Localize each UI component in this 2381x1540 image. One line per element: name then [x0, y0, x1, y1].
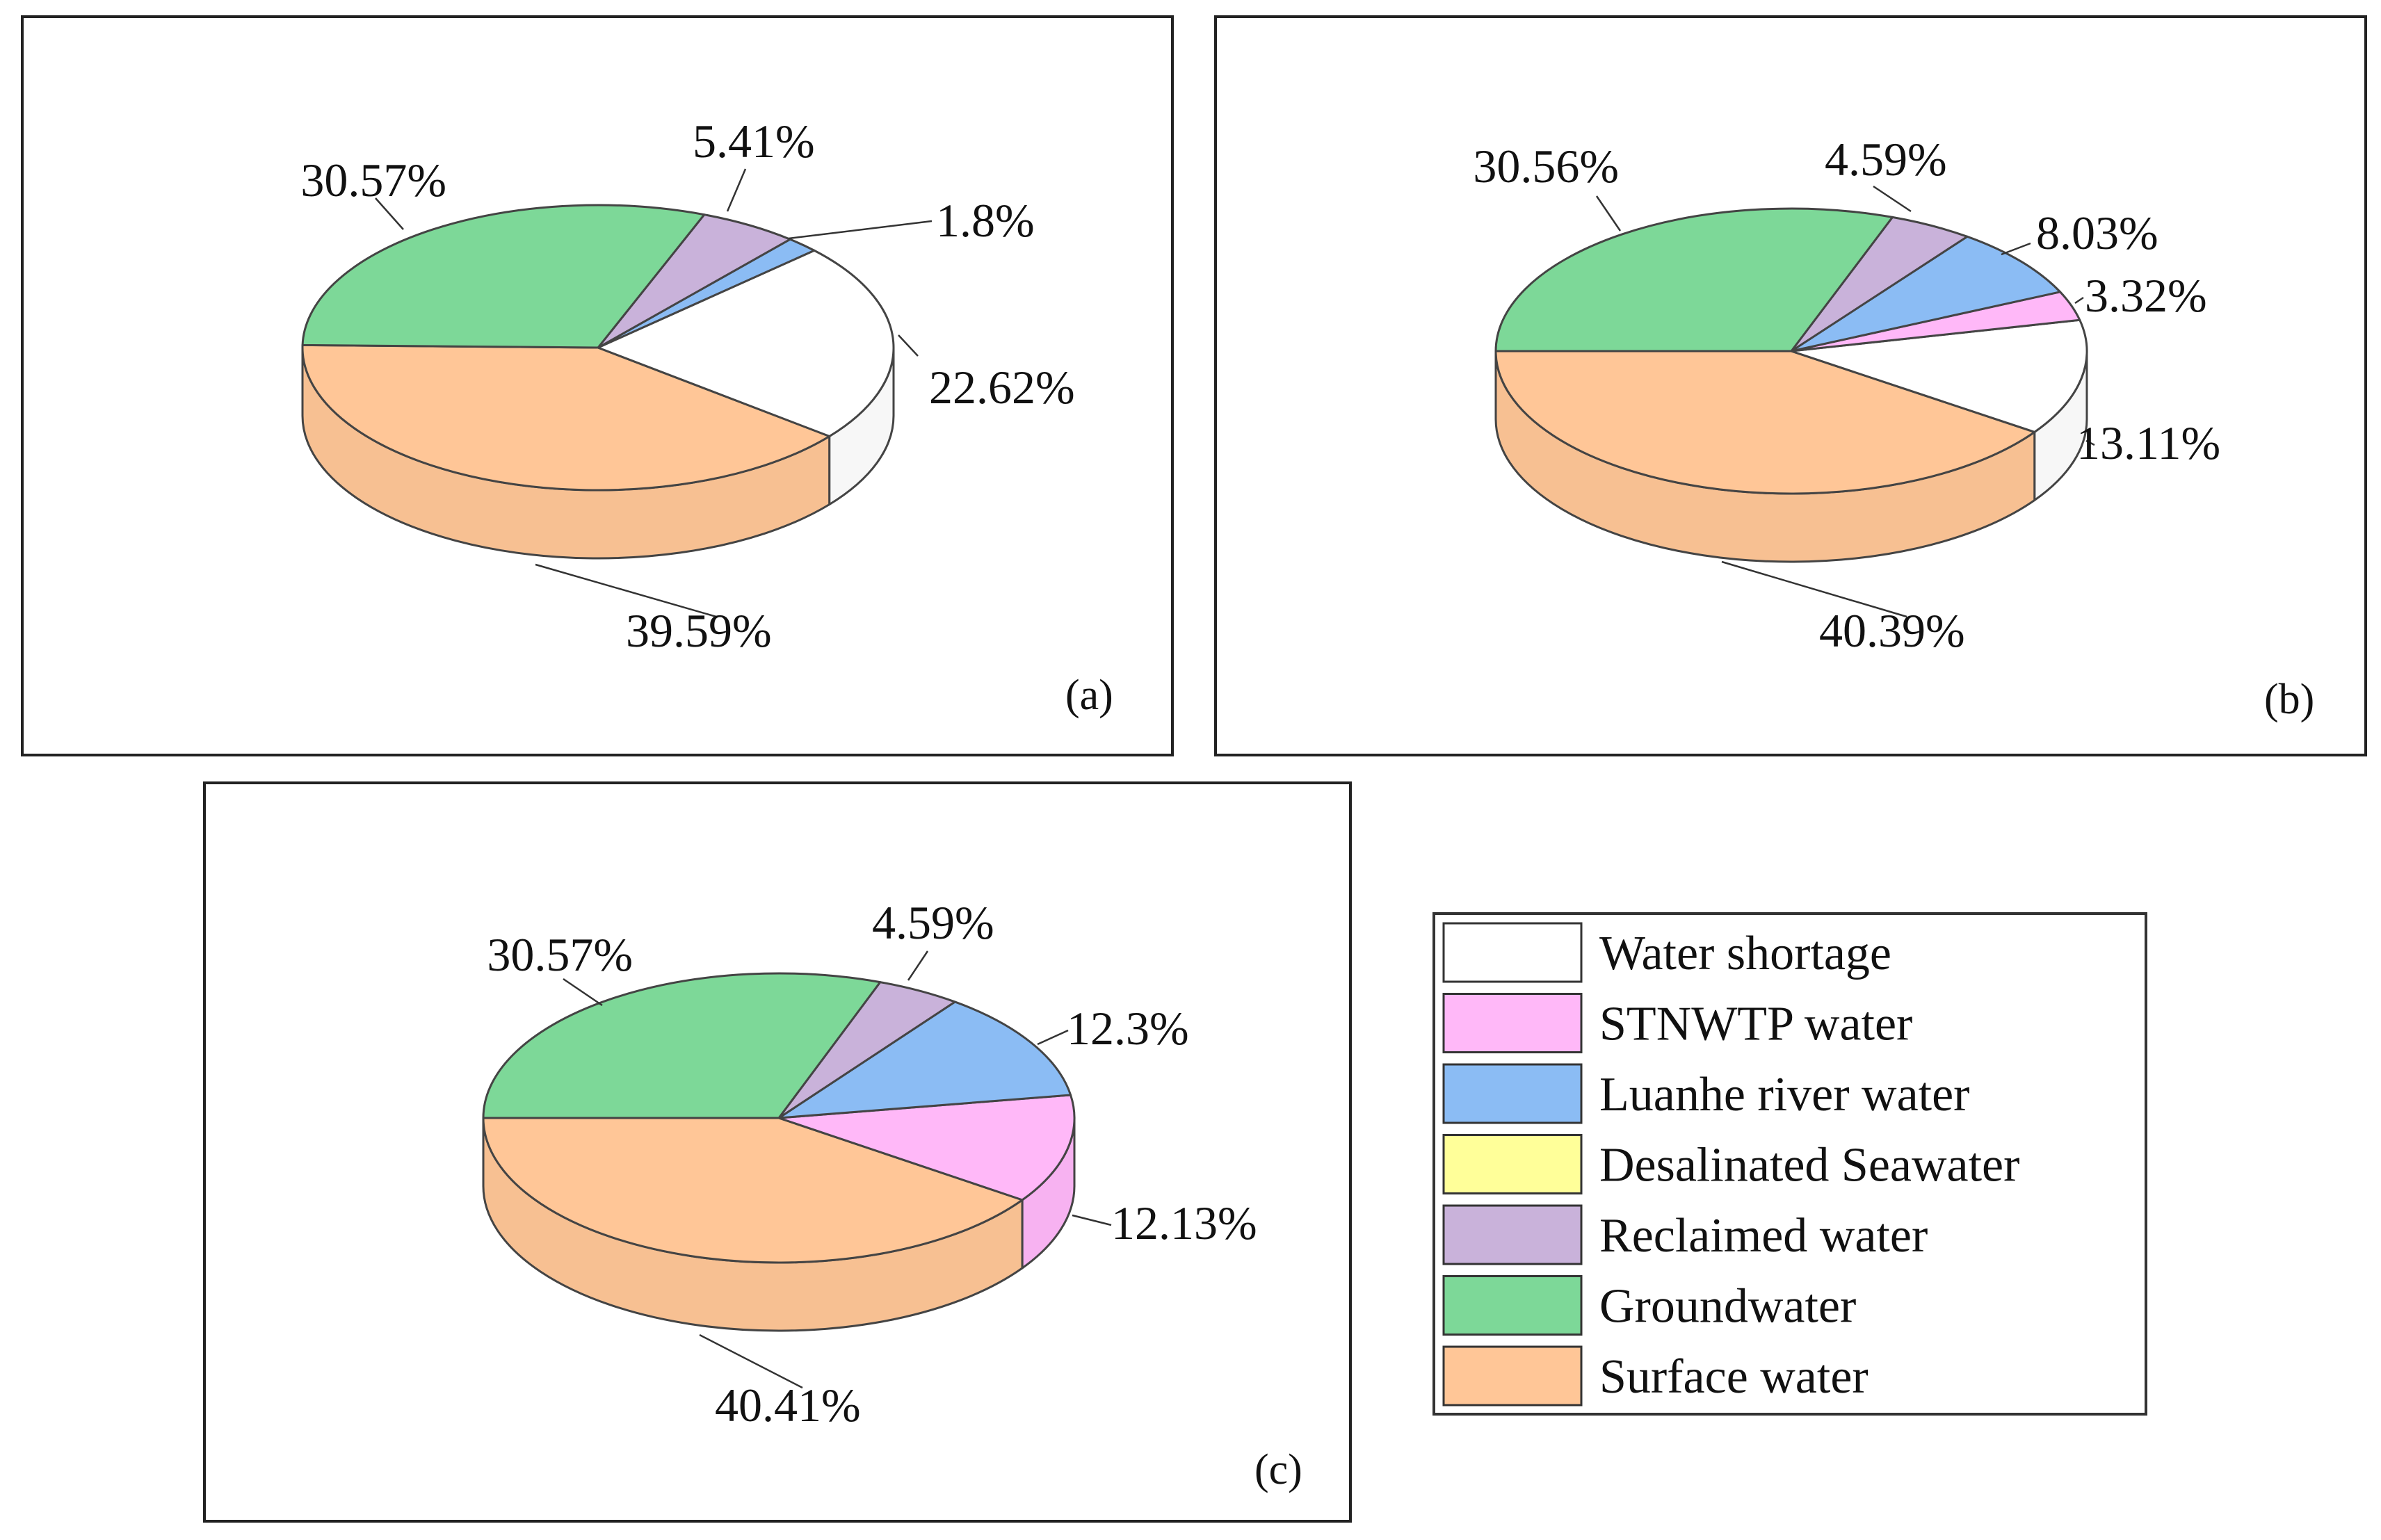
- legend-swatch-stnwtp-water: [1442, 993, 1583, 1053]
- leader-line-surface-water: [699, 1334, 803, 1389]
- pie-slice-groundwater: [482, 972, 882, 1119]
- pie-slice-stnwtp-water: [777, 1094, 1076, 1201]
- legend-swatch-surface-water: [1442, 1345, 1583, 1407]
- leader-line-luanhe-river-water: [1037, 1029, 1069, 1046]
- legend-label-reclaimed-water: Reclaimed water: [1599, 1209, 1928, 1263]
- legend-label-luanhe-river-water: Luanhe river water: [1599, 1068, 1970, 1121]
- leader-line-surface-water: [535, 563, 717, 618]
- leader-line-surface-water: [1721, 560, 1907, 618]
- legend-label-water-shortage: Water shortage: [1599, 927, 1891, 980]
- pie-slice-luanhe-river-water: [1790, 235, 2062, 352]
- leader-line-water-shortage: [2085, 439, 2095, 446]
- pie-chart-a: 39.59% 22.62% 1.8% 5.41% 30.57%: [300, 115, 1074, 657]
- leader-line-reclaimed-water: [726, 168, 747, 212]
- data-label-groundwater: 30.57%: [300, 154, 446, 206]
- data-label-surface-water: 40.39%: [1819, 604, 1965, 657]
- pie-chart-b: 40.39% 13.11% 3.32% 8.03% 4.59% 30.56%: [1473, 133, 2220, 657]
- legend-label-stnwtp-water: STNWTP water: [1599, 998, 1912, 1051]
- leader-line-water-shortage: [898, 334, 919, 357]
- data-label-luanhe-river-water: 8.03%: [2036, 206, 2158, 259]
- data-label-reclaimed-water: 4.59%: [872, 896, 994, 949]
- data-label-stnwtp-water: 12.13%: [1111, 1197, 1257, 1249]
- legend-swatch-water-shortage: [1442, 922, 1583, 983]
- legend-swatch-desalinated-seawater: [1442, 1134, 1583, 1194]
- pie-slice-surface-water: [482, 1117, 1024, 1264]
- legend-label-groundwater: Groundwater: [1599, 1280, 1856, 1334]
- panel-a-tag: (a): [1065, 672, 1113, 719]
- leader-line-reclaimed-water: [907, 950, 929, 981]
- data-label-reclaimed-water: 4.59%: [1825, 133, 1947, 186]
- legend-label-surface-water: Surface water: [1599, 1350, 1869, 1404]
- data-label-stnwtp-water: 3.32%: [2085, 269, 2207, 322]
- pie-slice-surface-water: [1494, 350, 2036, 495]
- data-label-reclaimed-water: 5.41%: [693, 115, 815, 168]
- legend-label-desalinated-seawater: Desalinated Seawater: [1599, 1139, 2019, 1192]
- data-label-luanhe-river-water: 1.8%: [936, 194, 1035, 247]
- leader-line-groundwater: [1595, 195, 1622, 232]
- leader-line-groundwater: [563, 978, 603, 1007]
- leader-line-stnwtp-water: [2074, 296, 2084, 305]
- data-label-groundwater: 30.56%: [1473, 140, 1619, 193]
- data-label-water-shortage: 13.11%: [2076, 416, 2220, 469]
- panel-c-tag: (c): [1254, 1446, 1302, 1493]
- pie-slice-surface-water: [301, 343, 831, 492]
- leader-line-reclaimed-water: [1873, 185, 1912, 213]
- leader-line-groundwater: [375, 197, 404, 230]
- data-label-water-shortage: 22.62%: [929, 361, 1075, 414]
- pie-slice-luanhe-river-water: [777, 1000, 1072, 1119]
- panel-b-tag: (b): [2264, 676, 2314, 723]
- leader-line-luanhe-river-water: [788, 220, 933, 240]
- legend-swatch-luanhe-river-water: [1442, 1063, 1583, 1124]
- pie-chart-c: 40.41% 12.13% 12.3% 4.59% 30.57%: [482, 896, 1257, 1432]
- leader-line-stnwtp-water: [1072, 1214, 1112, 1226]
- data-label-surface-water: 40.41%: [715, 1379, 861, 1432]
- pie-slice-groundwater: [301, 204, 706, 349]
- legend: Water shortage STNWTP water Luanhe river w…: [1432, 912, 2147, 1416]
- data-label-surface-water: 39.59%: [626, 604, 772, 657]
- data-label-luanhe-river-water: 12.3%: [1067, 1002, 1189, 1055]
- legend-swatch-groundwater: [1442, 1275, 1583, 1336]
- pie-slice-groundwater: [1494, 207, 1894, 352]
- legend-swatch-reclaimed-water: [1442, 1204, 1583, 1265]
- data-label-groundwater: 30.57%: [487, 928, 633, 981]
- leader-line-luanhe-river-water: [2001, 242, 2031, 256]
- pie-slice-water-shortage: [597, 249, 895, 438]
- pie-slice-water-shortage: [1790, 318, 2088, 433]
